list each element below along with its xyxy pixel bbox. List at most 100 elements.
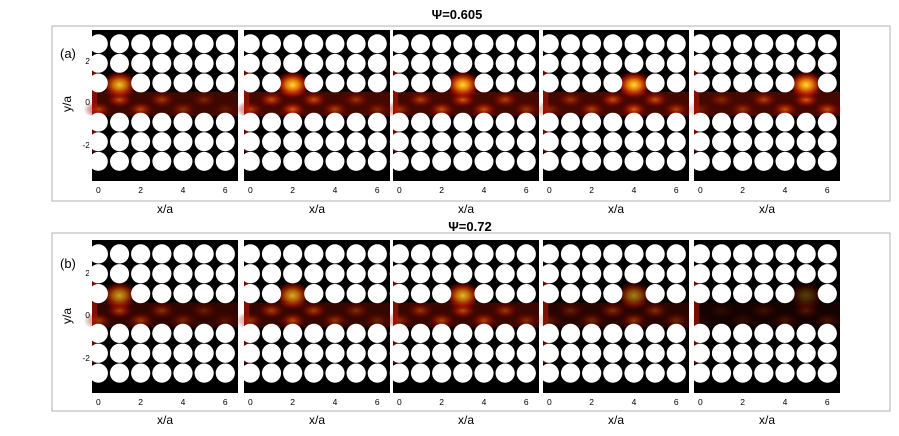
crystal-cylinder (389, 363, 409, 383)
panel-b-ylabel: y/a (60, 308, 74, 324)
crystal-cylinder (539, 112, 559, 132)
crystal-cylinder (560, 343, 581, 363)
x-tick-label: 2 (589, 397, 594, 407)
crystal-cylinder (733, 132, 753, 152)
crystal-cylinder (88, 112, 108, 132)
x-axis-label: x/a (458, 202, 474, 216)
crystal-cylinder (325, 284, 345, 304)
crystal-cylinder (131, 363, 151, 383)
crystal-cylinder (775, 151, 795, 171)
crystal-cylinder (754, 132, 774, 152)
crystal-cylinder (215, 244, 235, 264)
field-blob (534, 100, 565, 119)
field-blob (727, 100, 758, 119)
field-blob (576, 311, 607, 330)
crystal-cylinder (240, 73, 260, 93)
crystal-cylinder (194, 363, 214, 383)
crystal-cylinder (603, 151, 623, 171)
crystal-cylinder (645, 151, 665, 171)
crystal-cylinder (432, 284, 452, 304)
crystal-cylinder (240, 343, 260, 363)
crystal-cylinder (603, 132, 623, 152)
crystal-cylinder (215, 112, 235, 132)
edge-field (244, 273, 250, 364)
x-axis-label: x/a (759, 413, 775, 427)
crystal-cylinder (733, 151, 753, 171)
field-blob (706, 90, 737, 109)
crystal-cylinder (560, 363, 581, 383)
crystal-cylinder (325, 244, 345, 264)
crystal-cylinder (733, 73, 753, 93)
x-axis-label: x/a (608, 413, 624, 427)
x-tick-label: 2 (290, 397, 295, 407)
crystal-cylinder (215, 34, 235, 54)
plots-layer: 0 2 4 6 x/a 0 2 4 6 x/a 0 2 4 6 x/a 0 2 4 6 x/a 0 2 4 6 x/a 0 2 4 6 x… (83, 30, 843, 427)
crystal-cylinder (453, 244, 473, 264)
crystal-cylinder (796, 53, 816, 73)
crystal-cylinder (367, 53, 387, 73)
crystal-cylinder (582, 323, 602, 343)
x-tick-label: 4 (181, 397, 186, 407)
crystal-cylinder (712, 34, 731, 54)
crystal-cylinder (262, 53, 281, 73)
field-blob (256, 90, 287, 109)
crystal-cylinder (389, 151, 409, 171)
crystal-cylinder (539, 284, 559, 304)
crystal-cylinder (389, 323, 409, 343)
crystal-cylinder (325, 132, 345, 152)
crystal-cylinder (817, 53, 837, 73)
crystal-cylinder (283, 112, 303, 132)
crystal-cylinder (690, 363, 710, 383)
crystal-cylinder (603, 244, 623, 264)
crystal-cylinder (624, 323, 644, 343)
crystal-cylinder (712, 112, 731, 132)
x-tick-label: 0 (547, 185, 552, 195)
crystal-cylinder (152, 132, 172, 152)
crystal-cylinder (389, 112, 409, 132)
crystal-cylinder (346, 151, 366, 171)
crystal-cylinder (516, 112, 536, 132)
field-blob (147, 301, 177, 320)
crystal-cylinder (283, 53, 303, 73)
crystal-cylinder (754, 34, 774, 54)
crystal-cylinder (516, 363, 536, 383)
x-axis-label: x/a (458, 413, 474, 427)
crystal-cylinder (603, 112, 623, 132)
crystal-cylinder (194, 343, 214, 363)
crystal-cylinder (624, 112, 644, 132)
crystal-cylinder (754, 323, 774, 343)
crystal-cylinder (262, 132, 281, 152)
crystal-cylinder (215, 151, 235, 171)
crystal-cylinder (754, 73, 774, 93)
field-blob (555, 301, 586, 320)
crystal-cylinder (304, 73, 324, 93)
field-blob (341, 90, 371, 109)
crystal-cylinder (173, 264, 193, 284)
crystal-cylinder (88, 132, 108, 152)
crystal-cylinder (346, 53, 366, 73)
crystal-cylinder (645, 264, 665, 284)
crystal-cylinder (582, 112, 602, 132)
crystal-cylinder (346, 73, 366, 93)
crystal-cylinder (131, 151, 151, 171)
crystal-cylinder (432, 343, 452, 363)
crystal-cylinder (561, 73, 580, 93)
field-blob (83, 100, 114, 119)
crystal-cylinder (516, 73, 536, 93)
crystal-cylinder (775, 343, 795, 363)
panel-a-frame (51, 25, 891, 202)
crystal-cylinder (712, 73, 731, 93)
crystal-cylinder (474, 244, 494, 264)
x-tick-label: 6 (825, 397, 830, 407)
field-blob (277, 311, 308, 330)
crystal-cylinder (474, 112, 494, 132)
crystal-cylinder (690, 34, 710, 54)
crystal-cylinder (666, 264, 686, 284)
crystal-cylinder (775, 363, 795, 383)
field-blob (619, 100, 649, 119)
crystal-cylinder (131, 53, 151, 73)
crystal-cylinder (539, 244, 559, 264)
crystal-cylinder (215, 53, 235, 73)
crystal-cylinder (261, 343, 282, 363)
crystal-cylinder (194, 73, 214, 93)
